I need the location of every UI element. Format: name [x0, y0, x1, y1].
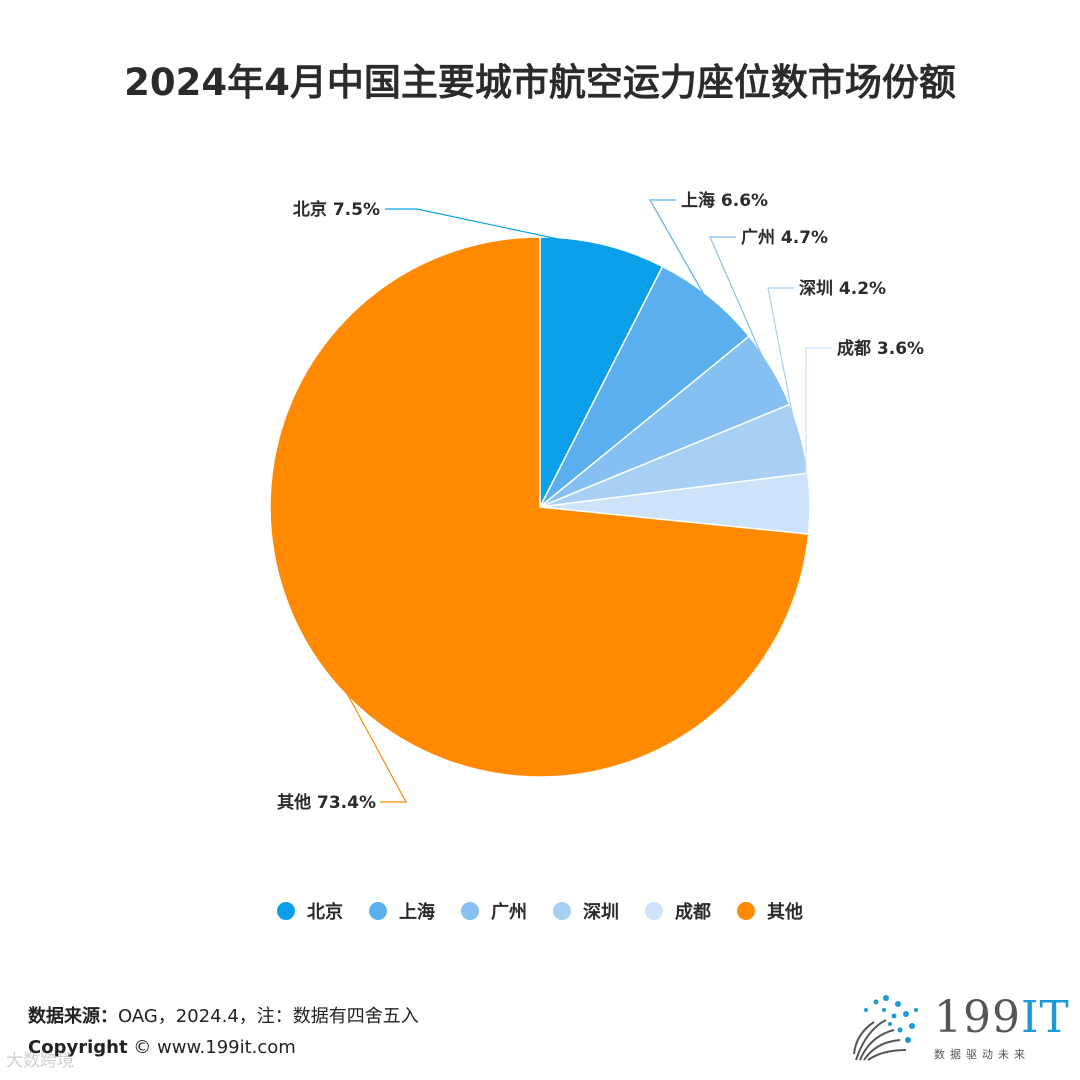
- leader-line-0: [385, 208, 603, 249]
- leader-line-4: [805, 347, 832, 504]
- legend-item-0[interactable]: 北京: [277, 898, 343, 924]
- pie-slice-5: [269, 236, 810, 778]
- source-note: 数据来源：OAG，2024.4，注：数据有四舍五入: [28, 1002, 419, 1028]
- copyright-text: © www.199it.com: [133, 1037, 296, 1058]
- leader-lines: [342, 199, 832, 803]
- legend-item-4[interactable]: 成都: [645, 898, 711, 924]
- slice-labels: 北京 7.5% 上海 6.6% 广州 4.7% 深圳 4.2% 成都 3.6% 其他 73…: [277, 190, 924, 813]
- legend-swatch-0: [277, 902, 295, 920]
- legend-swatch-1: [369, 902, 387, 920]
- legend-item-1[interactable]: 上海: [369, 898, 435, 924]
- slice-label-5: 其他 73.4%: [277, 792, 376, 813]
- brand-tagline: 数据驱动未来: [934, 1048, 1030, 1061]
- leader-line-1: [648, 199, 708, 301]
- legend-swatch-4: [645, 902, 663, 920]
- legend: 北京 上海 广州 深圳 成都 其他: [0, 898, 1080, 924]
- pie-slice-0: [539, 236, 664, 508]
- source-label: 数据来源：: [28, 1006, 118, 1027]
- pie-slice-1: [539, 265, 751, 508]
- copyright-note: Copyright © www.199it.com: [28, 1037, 296, 1058]
- legend-swatch-5: [737, 902, 755, 920]
- legend-label-0: 北京: [307, 902, 343, 923]
- source-text: OAG，2024.4，注：数据有四舍五入: [118, 1006, 419, 1027]
- slice-label-3: 深圳 4.2%: [799, 278, 886, 299]
- legend-item-2[interactable]: 广州: [461, 898, 527, 924]
- brand-logo-icon: [853, 995, 918, 1061]
- legend-swatch-3: [553, 902, 571, 920]
- slice-label-0: 北京 7.5%: [293, 199, 380, 220]
- slice-label-4: 成都 3.6%: [837, 338, 924, 359]
- slice-label-1: 上海 6.6%: [681, 190, 768, 211]
- leader-line-5: [342, 685, 408, 803]
- leader-line-3: [767, 287, 798, 440]
- legend-label-1: 上海: [399, 902, 435, 923]
- chart-title: 2024年4月中国主要城市航空运力座位数市场份额: [124, 61, 956, 104]
- slice-label-2: 广州 4.7%: [741, 227, 828, 248]
- copyright-label: Copyright: [28, 1037, 128, 1058]
- legend-item-3[interactable]: 深圳: [553, 898, 619, 924]
- legend-label-2: 广州: [491, 902, 527, 923]
- brand-wordmark: 199IT: [934, 992, 1070, 1043]
- pie-slices: [269, 236, 811, 778]
- leader-line-2: [709, 236, 770, 372]
- legend-label-5: 其他: [767, 902, 803, 923]
- watermark-text: 大数跨境: [6, 1051, 74, 1071]
- legend-swatch-2: [461, 902, 479, 920]
- legend-label-4: 成都: [675, 902, 711, 923]
- legend-item-5[interactable]: 其他: [737, 898, 803, 924]
- legend-label-3: 深圳: [583, 902, 619, 923]
